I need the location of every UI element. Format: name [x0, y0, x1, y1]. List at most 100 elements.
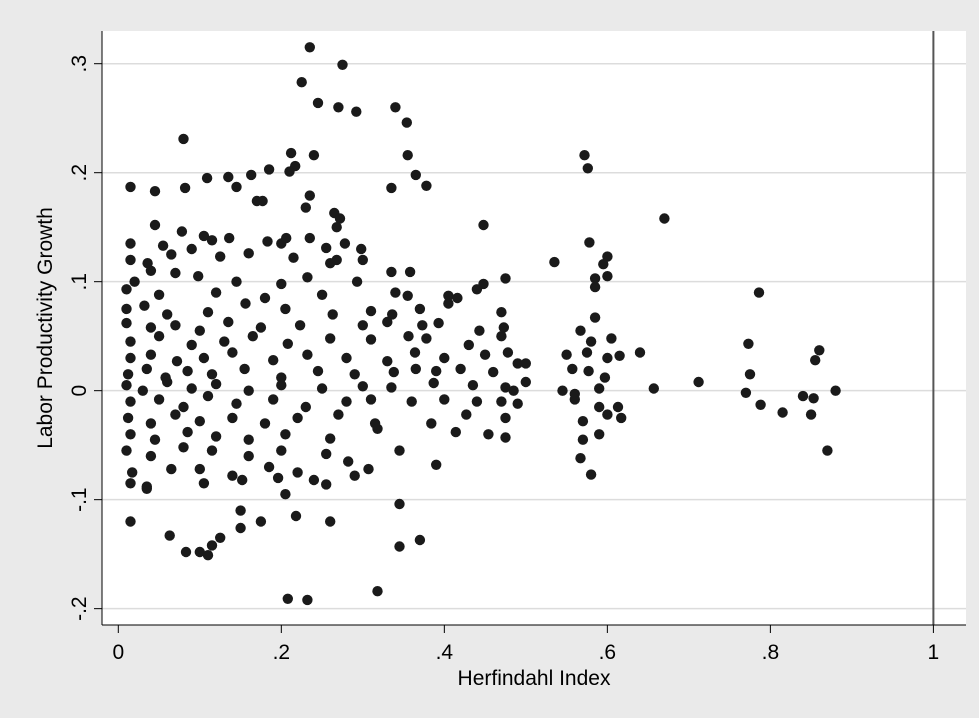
data-point	[259, 292, 271, 304]
data-point	[121, 380, 132, 391]
data-point	[394, 445, 405, 456]
data-point	[599, 372, 611, 383]
data-point	[237, 474, 248, 486]
data-point	[202, 390, 214, 402]
data-point	[740, 387, 752, 398]
data-point	[304, 232, 315, 244]
data-point	[382, 356, 393, 367]
data-point	[300, 401, 311, 413]
data-point	[498, 322, 509, 333]
data-point	[125, 238, 136, 249]
data-point	[417, 320, 428, 331]
x-tick-label: .4	[436, 641, 454, 664]
data-point	[520, 358, 531, 369]
data-point	[479, 349, 491, 360]
data-point	[404, 266, 416, 278]
data-point	[339, 238, 351, 249]
data-point	[176, 226, 188, 237]
data-point	[321, 479, 332, 490]
data-point	[312, 97, 324, 109]
data-point	[386, 266, 397, 278]
data-point	[452, 292, 463, 304]
data-point	[194, 463, 205, 475]
data-point	[206, 369, 218, 380]
data-point	[325, 516, 336, 527]
data-point	[602, 409, 613, 420]
data-point	[614, 350, 625, 361]
data-point	[606, 333, 617, 344]
data-point	[193, 271, 204, 282]
data-point	[331, 254, 342, 266]
data-point	[170, 409, 181, 420]
data-point	[406, 396, 417, 407]
data-point	[797, 390, 809, 402]
data-point	[182, 426, 193, 438]
data-point	[255, 516, 267, 527]
x-tick-label: .8	[762, 641, 780, 664]
data-point	[483, 429, 494, 440]
data-point	[141, 483, 152, 494]
data-point	[231, 398, 242, 409]
data-point	[561, 349, 572, 360]
data-point	[337, 59, 348, 70]
data-point	[426, 418, 437, 429]
data-point	[272, 472, 284, 484]
data-point	[243, 450, 254, 462]
data-point	[178, 442, 189, 453]
data-point	[414, 534, 426, 546]
data-point	[575, 325, 586, 336]
data-point	[512, 398, 523, 409]
data-point	[145, 418, 157, 429]
data-point	[753, 287, 765, 298]
data-point	[433, 317, 444, 329]
data-point	[382, 316, 393, 328]
y-tick-label: .1	[68, 273, 91, 291]
data-point	[496, 307, 507, 318]
data-point	[235, 505, 246, 516]
data-point	[577, 416, 589, 427]
x-tick-label: 0	[112, 641, 124, 664]
data-point	[443, 298, 454, 309]
data-point	[461, 409, 472, 420]
data-point	[512, 358, 523, 369]
data-point	[410, 363, 421, 375]
data-point	[240, 298, 251, 309]
axes: 0 .2 .4 .6 .8 1 -.2 -.1 0 .1 .2 .3	[68, 31, 966, 664]
data-point	[235, 522, 246, 534]
data-point	[276, 445, 287, 456]
data-point	[302, 349, 313, 360]
data-point	[333, 102, 344, 113]
data-point	[659, 213, 670, 224]
data-point	[634, 347, 646, 358]
data-point	[215, 251, 226, 262]
data-point	[308, 474, 320, 486]
data-point	[822, 445, 833, 456]
data-point	[219, 336, 230, 347]
data-point	[363, 463, 374, 475]
data-point	[830, 385, 841, 396]
data-point	[280, 303, 291, 315]
data-point	[814, 345, 825, 356]
data-point	[198, 352, 210, 364]
plot-area	[102, 31, 966, 625]
data-point	[567, 363, 578, 375]
data-point	[290, 510, 302, 522]
data-point	[276, 380, 287, 391]
data-point	[137, 385, 148, 396]
data-point	[582, 163, 593, 174]
y-tick-label: -.2	[68, 596, 91, 621]
data-point	[201, 172, 213, 184]
data-point	[121, 284, 132, 295]
data-point	[243, 434, 254, 445]
data-point	[402, 290, 413, 301]
data-point	[478, 219, 489, 231]
data-point	[170, 320, 181, 331]
data-point	[549, 256, 560, 268]
data-point	[206, 540, 218, 551]
data-point	[186, 243, 197, 255]
data-point	[467, 380, 479, 391]
data-point	[409, 347, 421, 358]
data-point	[810, 355, 821, 366]
data-point	[321, 242, 332, 254]
data-point	[153, 331, 165, 342]
